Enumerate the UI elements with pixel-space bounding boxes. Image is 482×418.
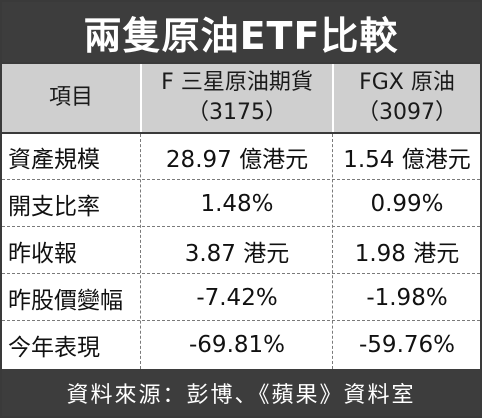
row-label: 今年表現 (8, 335, 100, 361)
header-divider (140, 64, 142, 132)
row-value-col1: -7.42% (196, 285, 278, 311)
table-row: 開支比率 1.48% 0.99% (2, 181, 480, 227)
row-value-col1: 3.87 港元 (184, 241, 290, 267)
header-item: 項目 (2, 64, 140, 132)
table-row: 今年表現 -69.81% -59.76% (2, 322, 480, 368)
table-header-row: 項目 F 三星原油期貨 （3175） FGX 原油 （3097） (2, 62, 480, 134)
row-value-col2: -1.98% (366, 285, 448, 311)
row-value-col2: 0.99% (370, 191, 444, 217)
column-divider (332, 134, 333, 369)
row-value-col1: 1.48% (200, 191, 274, 217)
header-col2-code: （3097） (357, 100, 457, 125)
table-title: 兩隻原油ETF比較 (2, 2, 480, 62)
row-value-col1: -69.81% (189, 332, 285, 358)
header-col1-name: F 三星原油期貨 (161, 70, 313, 95)
row-value-col1: 28.97 億港元 (165, 147, 309, 173)
header-col1: F 三星原油期貨 （3175） (142, 64, 332, 132)
table-row: 昨收報 3.87 港元 1.98 港元 (2, 228, 480, 274)
row-label: 昨股價變幅 (8, 288, 123, 314)
row-label: 開支比率 (8, 194, 100, 220)
row-value-col2: -59.76% (359, 332, 455, 358)
header-col2: FGX 原油 （3097） (334, 64, 480, 132)
table-row: 昨股價變幅 -7.42% -1.98% (2, 275, 480, 321)
row-value-col2: 1.54 億港元 (343, 147, 471, 173)
column-divider (140, 134, 141, 369)
table-row: 資產規模 28.97 億港元 1.54 億港元 (2, 134, 480, 180)
header-col1-code: （3175） (187, 100, 287, 125)
row-label: 昨收報 (8, 241, 77, 267)
row-value-col2: 1.98 港元 (354, 241, 460, 267)
header-divider (332, 64, 334, 132)
header-item-label: 項目 (48, 85, 93, 110)
header-col2-name: FGX 原油 (359, 70, 455, 95)
row-label: 資產規模 (8, 147, 100, 173)
source-note: 資料來源：彭博、《蘋果》資料室 (2, 369, 480, 416)
